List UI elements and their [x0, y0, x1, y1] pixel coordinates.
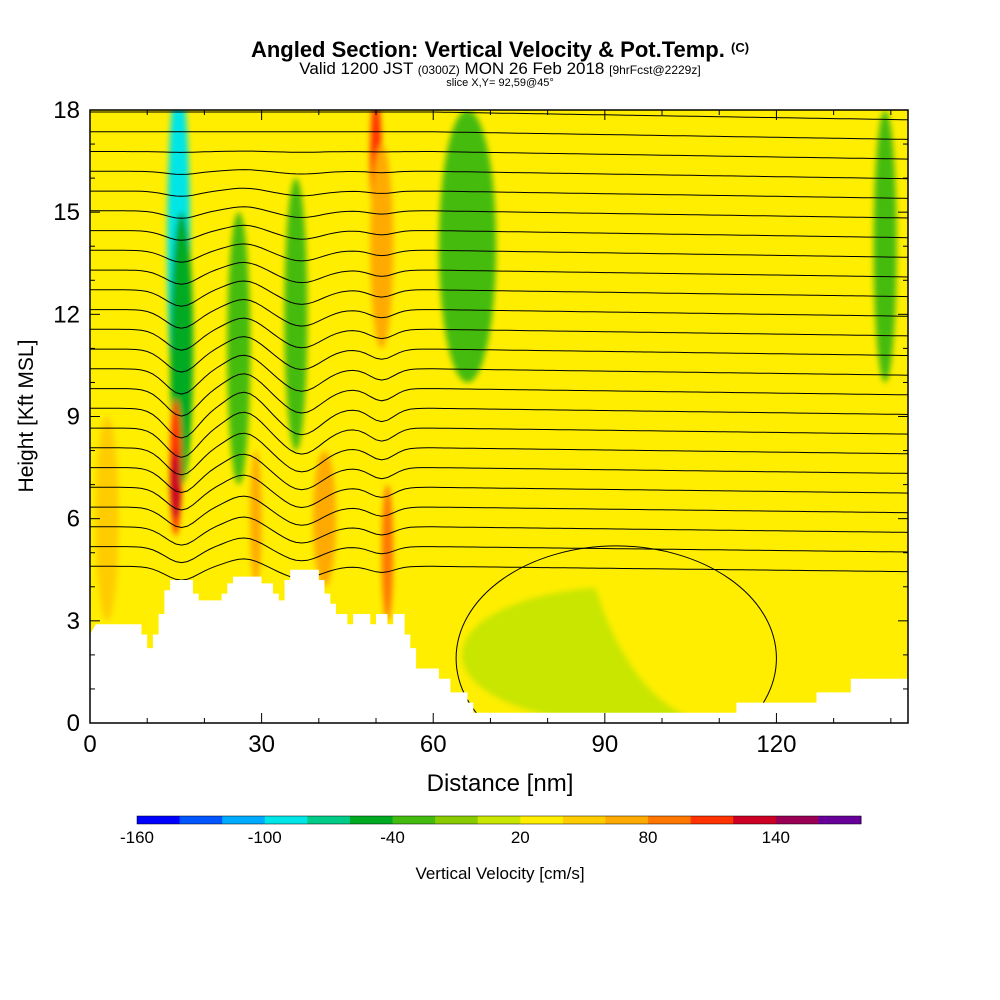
x-tick-label: 120 — [756, 731, 796, 758]
colorbar-swatch — [477, 816, 521, 824]
terrain-mask — [90, 569, 908, 723]
colorbar-tick-label: -40 — [380, 828, 405, 847]
colorbar-swatch — [690, 816, 734, 824]
isentrope-line — [90, 495, 908, 529]
colorbar-swatch — [733, 816, 777, 824]
colorbar-tick-label: 140 — [761, 828, 790, 847]
y-tick-label: 18 — [53, 97, 80, 124]
colorbar-swatch — [818, 816, 862, 824]
isentrope-line — [90, 150, 908, 160]
isentrope-line — [90, 187, 908, 199]
colorbar-tick-label: -100 — [247, 828, 282, 847]
isentrope-line — [90, 261, 908, 285]
colorbar-swatch — [520, 816, 564, 824]
colorbar-swatch — [307, 816, 351, 824]
forecast-date: MON 26 Feb 2018 — [464, 59, 605, 78]
chart-title-tag: (C) — [731, 40, 750, 55]
velocity-cell — [170, 450, 182, 519]
y-tick-label: 15 — [53, 199, 80, 226]
isentrope-line — [90, 206, 908, 219]
low-level-contour — [455, 545, 777, 723]
colorbar-tick-label: -160 — [119, 828, 155, 847]
colorbar-swatch — [392, 816, 436, 824]
isentrope-line — [90, 391, 908, 439]
colorbar-swatch — [562, 816, 606, 824]
isentrope-line — [90, 317, 908, 351]
colorbar-swatch — [648, 816, 692, 824]
slice-label: slice X,Y= 92,59@45° — [446, 77, 554, 89]
isentrope-line — [90, 516, 908, 546]
isentrope-line — [90, 558, 908, 581]
isentrope-line — [90, 537, 908, 564]
y-tick-label: 9 — [67, 404, 80, 431]
forecast-run: [9hrFcst@2229z] — [609, 63, 701, 77]
colorbar-swatch — [137, 816, 181, 824]
chart-title: Angled Section: Vertical Velocity & Pot.… — [0, 36, 1000, 62]
colorbar-swatch — [775, 816, 819, 824]
isentrope-line — [90, 169, 908, 180]
x-tick-label: 30 — [248, 731, 275, 758]
isentrope-line — [90, 336, 908, 373]
x-axis-label: Distance [nm] — [427, 770, 574, 797]
velocity-cell — [227, 212, 251, 485]
isentropes — [90, 111, 908, 723]
colorbar — [136, 815, 862, 825]
isentrope-line — [90, 131, 908, 140]
x-tick-label: 60 — [420, 731, 447, 758]
x-tick-label: 90 — [591, 731, 618, 758]
x-tick-label: 0 — [83, 731, 96, 758]
y-axis-label: Height [Kft MSL] — [15, 340, 38, 493]
y-tick-label: 0 — [67, 710, 80, 737]
velocity-cell — [250, 450, 262, 587]
axes: 0 30 60 90 120 0 3 6 9 12 15 18 — [53, 97, 908, 758]
velocity-cell — [284, 178, 308, 451]
isentrope-line — [90, 354, 908, 395]
plot-area — [90, 110, 908, 723]
utc-time: (0300Z) — [417, 63, 460, 77]
isentrope-line — [90, 411, 908, 458]
isentrope-line — [90, 373, 908, 417]
colorbar-tick-label: 20 — [510, 828, 530, 847]
isentrope-line — [90, 243, 908, 263]
colorbar-swatch — [605, 816, 649, 824]
velocity-cell — [873, 110, 897, 383]
isentrope-line — [90, 224, 908, 241]
y-tick-label: 3 — [67, 608, 80, 635]
y-tick-label: 12 — [53, 301, 80, 328]
colorbar-swatch — [264, 816, 308, 824]
isentrope-line — [90, 111, 908, 121]
y-tick-label: 6 — [67, 506, 80, 533]
velocity-cell — [370, 144, 394, 349]
isentrope-line — [90, 453, 908, 494]
colorbar-swatch — [435, 816, 479, 824]
colorbar-swatch — [222, 816, 266, 824]
colorbar-tick-label: 80 — [638, 828, 658, 847]
chart-title-text: Angled Section: Vertical Velocity & Pot.… — [250, 37, 725, 62]
velocity-cell — [313, 450, 336, 587]
isentrope-line — [90, 298, 908, 329]
isentrope-line — [90, 432, 908, 476]
colorbar-swatch — [349, 816, 394, 824]
colorbar-swatch — [179, 816, 223, 824]
colorbar-frame — [136, 815, 862, 825]
chart-subtitle: Valid 1200 JST (0300Z) MON 26 Feb 2018 [… — [0, 60, 1000, 79]
isentrope-line — [90, 474, 908, 511]
isentrope-line — [90, 280, 908, 307]
velocity-cell — [438, 110, 497, 383]
colorbar-title: Vertical Velocity [cm/s] — [415, 864, 585, 883]
valid-time: Valid 1200 JST — [299, 59, 414, 78]
